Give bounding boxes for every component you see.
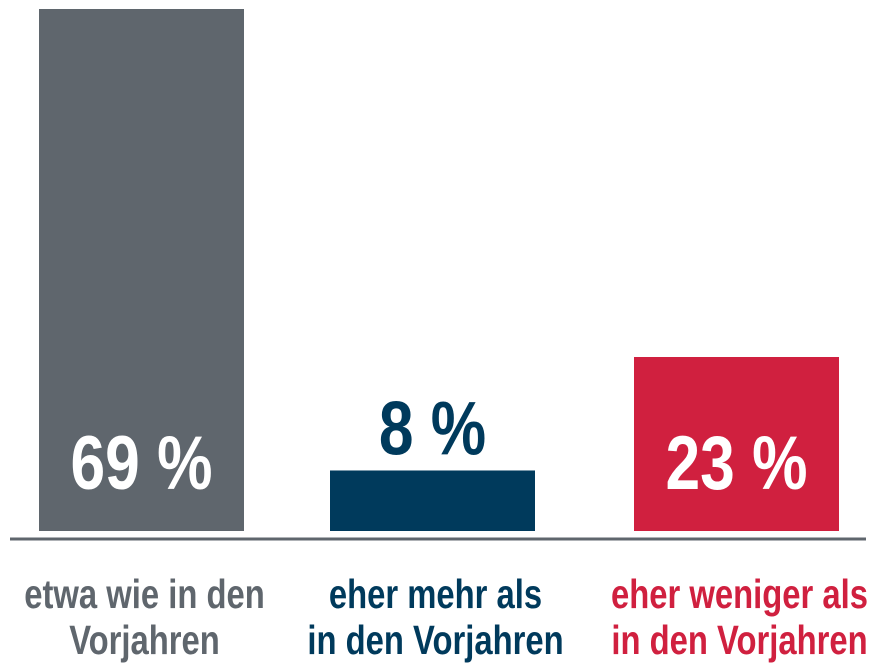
value-label: 23 % [665, 420, 807, 505]
category-label: in den Vorjahren [611, 616, 867, 662]
bar [634, 357, 839, 531]
category-label: eher mehr als [329, 570, 542, 616]
bar [330, 470, 535, 531]
category-label: in den Vorjahren [307, 616, 563, 662]
value-label: 69 % [70, 420, 212, 505]
category-label: eher weniger als [611, 570, 868, 616]
value-label: 8 % [379, 386, 486, 471]
category-label: etwa wie in den [24, 570, 264, 616]
bar [39, 9, 244, 531]
category-label: Vorjahren [69, 616, 220, 662]
